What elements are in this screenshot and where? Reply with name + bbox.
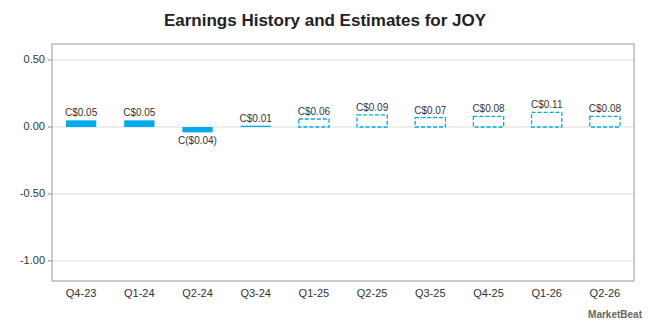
x-tick-label: Q4-25 [473,287,504,299]
bar [182,127,212,132]
bar [241,126,271,127]
chart: Earnings History and Estimates for JOY -1… [0,0,650,325]
x-axis: Q4-23 Q1-24 Q2-24 Q3-24 Q1-25 Q2-25 Q3-25 Q4-25… [66,287,620,299]
data-label: C$0.01 [240,113,273,124]
x-tick-label: Q1-25 [299,287,330,299]
y-tick [48,127,52,128]
data-label: C$0.05 [123,107,156,118]
y-tick [48,193,52,194]
x-tick-label: Q2-26 [590,287,621,299]
bar [590,116,620,127]
grid-line [52,193,634,194]
data-label: C$0.06 [298,106,331,117]
bar [415,118,445,127]
y-tick [48,260,52,261]
bar [473,116,503,127]
grid [52,60,634,261]
bar [299,119,329,127]
y-axis: -1.00 -0.50 0.00 0.50 [20,53,52,266]
bar [66,120,96,127]
x-tick-label: Q1-24 [124,287,155,299]
x-tick-label: Q3-25 [415,287,446,299]
y-tick-label: 0.00 [24,120,45,132]
title: Earnings History and Estimates for JOY [164,11,487,30]
grid-line [52,260,634,261]
data-label: C$0.05 [65,107,98,118]
data-label: C($0.04) [178,135,217,146]
y-tick-label: -0.50 [20,187,45,199]
x-tick-label: Q2-25 [357,287,388,299]
data-label: C$0.11 [531,99,563,110]
data-labels: C$0.05 C$0.05 C($0.04) C$0.01 C$0.06 C$0.09 C$… [65,99,621,145]
y-tick-label: -1.00 [20,254,45,266]
y-tick-label: 0.50 [24,53,45,65]
data-label: C$0.08 [472,103,505,114]
plot-frame [52,44,634,281]
x-tick-label: Q4-23 [66,287,97,299]
bar [532,112,562,127]
bar [357,115,387,127]
x-tick-label: Q2-24 [182,287,213,299]
data-label: C$0.08 [589,103,622,114]
data-label: C$0.09 [356,102,389,113]
x-tick-label: Q1-26 [531,287,562,299]
y-tick [48,60,52,61]
annotation: MarketBeat [588,309,643,320]
x-tick-label: Q3-24 [240,287,271,299]
data-label: C$0.07 [414,105,447,116]
bar [124,120,154,127]
grid-line [52,60,634,61]
